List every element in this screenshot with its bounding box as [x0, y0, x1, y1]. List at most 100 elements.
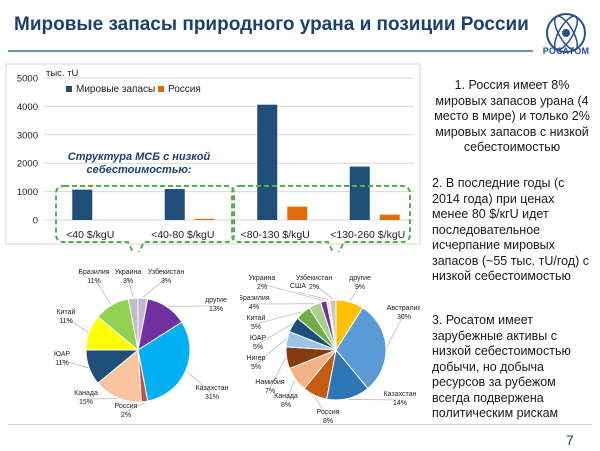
page-number: 7: [566, 432, 574, 448]
bar-russia-1: [194, 218, 215, 220]
pie-slice-label: Намибия: [255, 378, 285, 386]
pie-slice-label: Узбекистан: [148, 268, 185, 276]
pie-slice-pct: 9%: [355, 284, 365, 291]
pie-slice-label: Узбекистан: [296, 274, 333, 282]
bar-x-tick-label: <40-80 $/kgU: [151, 229, 214, 241]
bar-x-tick-label: <130-260 $/kgU: [330, 229, 405, 241]
pie-slice-pct: 5%: [251, 324, 261, 331]
pie-slice-pct: 2%: [309, 284, 319, 291]
pie-slice-label: другие: [205, 297, 227, 304]
bar-y-tick-label: 0: [33, 216, 38, 227]
pie-slice-pct: 3%: [161, 278, 171, 285]
pie-slice-label: Казахстан: [196, 385, 229, 392]
pie-slice-label: Казахстан: [384, 391, 417, 398]
bar-x-tick-label: <40 $/kgU: [66, 229, 114, 241]
pie-slice: [127, 297, 139, 351]
bar-world-1: [164, 189, 185, 220]
bar-y-ticks: 0 1000 2000 3000 4000 5000: [17, 74, 38, 227]
pie-leader-line: [314, 395, 329, 419]
pie-slice-label: Австралия: [387, 305, 420, 312]
pie-slice-label: другие: [349, 275, 371, 282]
bar-y-tick-label: 2000: [17, 159, 38, 170]
pie-leader-line: [313, 283, 333, 300]
pie-slice-pct: 7%: [265, 388, 275, 395]
pie-slice-label: ЮАР: [54, 351, 71, 358]
pie-leader-line: [285, 379, 296, 403]
pie-leader-line: [186, 370, 213, 395]
dashed-bracket-right: [231, 185, 411, 252]
pie-leader-line: [349, 283, 361, 302]
pie-leader-line: [61, 359, 89, 369]
pie-slice-label: Украина: [115, 269, 142, 276]
pie-slice-label: Канада: [274, 393, 298, 400]
legend-label: Мировые запасы: [76, 84, 155, 95]
pie-slice-pct: 31%: [205, 394, 219, 401]
pie-slice-pct: 30%: [397, 314, 411, 321]
pie-leader-line: [125, 402, 145, 413]
pie-leader-line: [255, 311, 303, 325]
pie-slice-label: Канада: [74, 390, 98, 397]
pie-leader-line: [65, 317, 89, 333]
pie-slice-label: ЮАР: [250, 335, 267, 342]
pie-slice-pct: 11%: [59, 318, 73, 325]
pie-slice-label: Россия: [115, 403, 138, 410]
pie-slice-pct: 8%: [323, 418, 333, 425]
pie-slice-pct: 11%: [55, 360, 69, 367]
pie-leader-line: [142, 277, 167, 298]
pie-leader-line: [269, 357, 286, 389]
bar-x-tick-label: <80-130 $/kgU: [241, 229, 310, 241]
title-underline: [8, 50, 533, 52]
logo-text: РОСАТОМ: [542, 46, 590, 56]
pie-slice-label: Бразилия: [78, 269, 109, 276]
pie-slice-pct: 3%: [123, 278, 133, 285]
rosatom-logo-icon: [546, 13, 586, 53]
total-reserves-pie: другие 9% Австралия 30% Казахстан 14% Россия 8%…: [240, 274, 420, 425]
pie-leader-line: [348, 399, 401, 401]
pie-slice-label: Китай: [57, 308, 76, 316]
pie-leader-line: [386, 313, 405, 347]
pie-slice-label: Нигер: [246, 355, 265, 362]
callout-depletion: 2. В последние годы (с 2014 года) при це…: [432, 176, 589, 283]
bar-x-ticks: <40 $/kgU <40-80 $/kgU <80-130 $/kgU <130-2…: [66, 229, 405, 241]
pie-leader-line: [127, 277, 134, 298]
pie-slice-pct: 5%: [251, 364, 261, 371]
pie-leader-line: [257, 323, 293, 345]
pie-slice-label: Украина: [249, 275, 276, 282]
pie-slice-label: Китай: [247, 314, 266, 322]
pie-leader-line: [297, 291, 329, 300]
legend-label: Россия: [168, 84, 201, 95]
bar-y-tick-label: 1000: [17, 187, 38, 198]
pie-slice-label: Бразилия: [240, 295, 270, 302]
low-cost-reserves-pie: Узбекистан 3% другие 13% Казахстан 31% Россия 2…: [54, 268, 229, 419]
bar-marks: [72, 104, 400, 220]
pie-slice: [335, 307, 387, 390]
legend-swatch: [158, 86, 164, 92]
callout-russia-share: 1. Россия имеет 8% мировых запасов урана…: [434, 78, 590, 154]
pie-slice-pct: 4%: [249, 304, 259, 311]
pie-slice-pct: 11%: [87, 278, 101, 285]
bar-world-0: [72, 189, 93, 220]
pie-slice-pct: 13%: [209, 306, 223, 313]
page-title: Мировые запасы природного урана и позици…: [14, 14, 529, 35]
bar-y-tick-label: 5000: [17, 74, 38, 85]
bar-unit-label: тыс. тU: [46, 68, 79, 79]
bar-y-tick-label: 3000: [17, 130, 38, 141]
pie-slice: [137, 321, 191, 402]
bar-russia-2: [287, 206, 308, 220]
legend-swatch: [66, 86, 72, 92]
bar-y-tick-label: 4000: [17, 102, 38, 113]
pie-leader-line: [261, 283, 324, 301]
footer-rule: [8, 424, 592, 425]
pie-slice-pct: 2%: [257, 284, 267, 291]
pie-leader-line: [93, 277, 112, 305]
pie-slice-pct: 8%: [281, 402, 291, 409]
bar-russia-3: [379, 214, 400, 220]
pie-slice-pct: 15%: [79, 399, 93, 406]
pie-slice-label: США: [290, 283, 306, 290]
callout-foreign-assets: 3. Росатом имеет зарубежные активы с низ…: [432, 313, 571, 420]
pie-slice-pct: 2%: [121, 412, 131, 419]
bar-world-3: [349, 166, 370, 220]
msb-structure-label: Структура МСБ с низкой себестоимостью:: [67, 151, 211, 176]
pie-leader-line: [255, 338, 287, 365]
pie-slice: [329, 299, 337, 351]
